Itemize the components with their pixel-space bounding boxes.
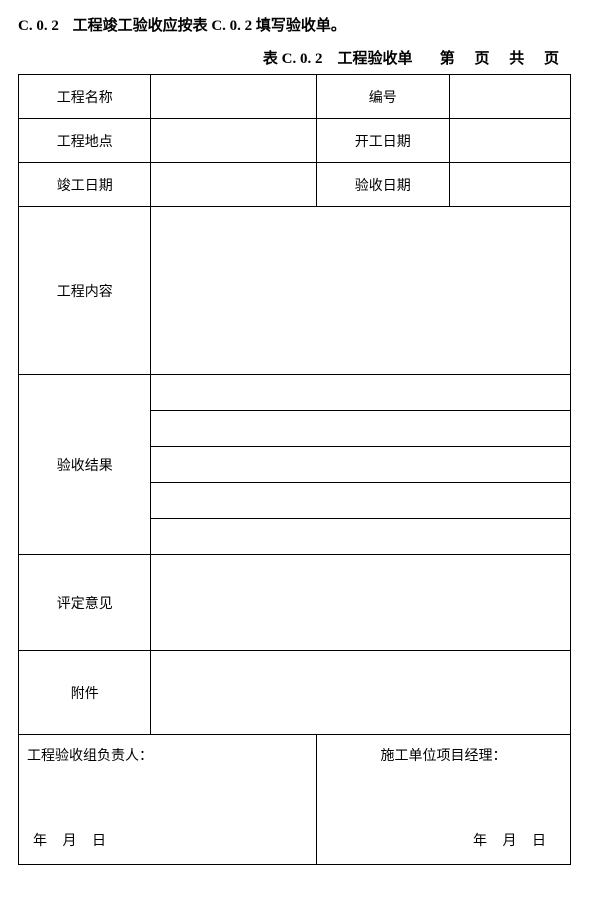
table-row: 工程验收组负责人： 年 月 日 施工单位项目经理： 年 月 日: [19, 735, 571, 865]
value-acceptance-date: [449, 163, 570, 207]
table-row: 工程名称 编号: [19, 75, 571, 119]
label-project-content: 工程内容: [19, 207, 151, 375]
table-row: 附件: [19, 651, 571, 735]
value-result-5: [151, 519, 571, 555]
table-row: 验收结果: [19, 375, 571, 411]
table-row: 工程内容: [19, 207, 571, 375]
value-number: [449, 75, 570, 119]
value-project-name: [151, 75, 317, 119]
value-result-4: [151, 483, 571, 519]
value-attachment: [151, 651, 571, 735]
sign-cell-manager: 施工单位项目经理： 年 月 日: [317, 735, 571, 865]
value-evaluation-opinion: [151, 555, 571, 651]
label-acceptance-leader: 工程验收组负责人：: [27, 745, 308, 765]
value-project-location: [151, 119, 317, 163]
section-number: C. 0. 2: [18, 18, 59, 35]
label-attachment: 附件: [19, 651, 151, 735]
date-right: 年 月 日: [473, 830, 552, 850]
table-row: 竣工日期 验收日期: [19, 163, 571, 207]
table-row: 评定意见: [19, 555, 571, 651]
label-start-date: 开工日期: [317, 119, 449, 163]
label-project-name: 工程名称: [19, 75, 151, 119]
value-result-1: [151, 375, 571, 411]
section-heading: C. 0. 2 工程竣工验收应按表 C. 0. 2 填写验收单。: [18, 14, 571, 35]
section-text: 工程竣工验收应按表 C. 0. 2 填写验收单。: [73, 18, 346, 34]
label-acceptance-date: 验收日期: [317, 163, 449, 207]
sign-cell-leader: 工程验收组负责人： 年 月 日: [19, 735, 317, 865]
label-construction-manager: 施工单位项目经理：: [325, 745, 562, 765]
value-start-date: [449, 119, 570, 163]
table-title-row: 表 C. 0. 2 工程验收单 第 页 共 页: [18, 47, 571, 68]
table-row: 工程地点 开工日期: [19, 119, 571, 163]
acceptance-form-table: 工程名称 编号 工程地点 开工日期 竣工日期 验收日期 工程内容 验收结果 评定…: [18, 74, 571, 865]
label-acceptance-result: 验收结果: [19, 375, 151, 555]
table-title: 表 C. 0. 2 工程验收单: [263, 47, 413, 68]
label-number: 编号: [317, 75, 449, 119]
value-result-3: [151, 447, 571, 483]
label-project-location: 工程地点: [19, 119, 151, 163]
value-project-content: [151, 207, 571, 375]
value-completion-date: [151, 163, 317, 207]
label-completion-date: 竣工日期: [19, 163, 151, 207]
label-evaluation-opinion: 评定意见: [19, 555, 151, 651]
value-result-2: [151, 411, 571, 447]
page-info: 第 页 共 页: [440, 47, 571, 68]
date-left: 年 月 日: [33, 830, 112, 850]
